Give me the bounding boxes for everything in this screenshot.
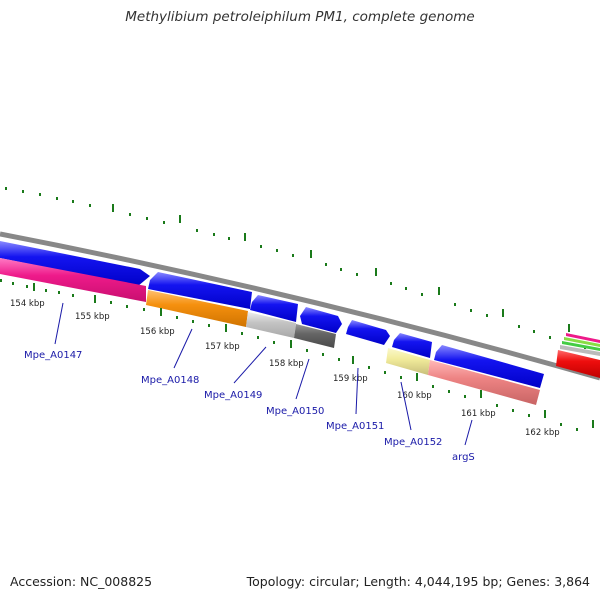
kbp-label: 155 kbp: [75, 312, 110, 322]
gene-label[interactable]: Mpe_A0147: [24, 350, 82, 361]
gene-magenta: [0, 258, 146, 302]
genome-stats-text: Topology: circular; Length: 4,044,195 bp…: [246, 574, 590, 589]
cds-forward-2: [148, 272, 252, 309]
kbp-label: 159 kbp: [333, 374, 368, 384]
gene-pale-yellow: [386, 348, 430, 375]
gene-label[interactable]: Mpe_A0151: [326, 421, 384, 432]
cds-forward-5: [346, 320, 390, 345]
kbp-label: 160 kbp: [397, 391, 432, 401]
cds-forward-3: [250, 295, 298, 322]
kbp-label: 157 kbp: [205, 342, 240, 352]
kbp-label: 156 kbp: [140, 327, 175, 337]
gene-light-gray: [246, 312, 296, 338]
cds-forward-4: [300, 307, 342, 333]
gene-label[interactable]: Mpe_A0152: [384, 437, 442, 448]
kbp-label: 161 kbp: [461, 409, 496, 419]
gene-red: [556, 350, 600, 378]
gene-label[interactable]: Mpe_A0149: [204, 390, 262, 401]
kbp-label: 158 kbp: [269, 359, 304, 369]
gene-label[interactable]: argS: [452, 452, 475, 463]
gene-label[interactable]: Mpe_A0148: [141, 375, 199, 386]
inner-tick-arc: [0, 279, 594, 431]
gene-labels: Mpe_A0147 Mpe_A0148 Mpe_A0149 Mpe_A0150 …: [24, 350, 475, 463]
gene-salmon: [428, 360, 540, 405]
cds-forward-6: [392, 333, 432, 358]
cds-forward-1: [0, 241, 150, 286]
kbp-labels: 154 kbp 155 kbp 156 kbp 157 kbp 158 kbp …: [10, 299, 560, 438]
gene-leader-lines: [54, 302, 473, 446]
edge-feature-stack: [560, 333, 600, 356]
cds-forward-7: [434, 345, 544, 388]
backbone-line: [0, 231, 600, 381]
forward-strand-genes: [0, 241, 544, 388]
kbp-label: 154 kbp: [10, 299, 45, 309]
accession-text: Accession: NC_008825: [10, 574, 153, 589]
gene-label[interactable]: Mpe_A0150: [266, 406, 324, 417]
reverse-strand-genes: [0, 258, 600, 405]
gene-dark-gray: [294, 324, 336, 348]
gene-orange: [146, 290, 248, 327]
map-title: Methylibium petroleiphilum PM1, complete…: [125, 9, 475, 25]
kbp-label: 162 kbp: [525, 428, 560, 438]
